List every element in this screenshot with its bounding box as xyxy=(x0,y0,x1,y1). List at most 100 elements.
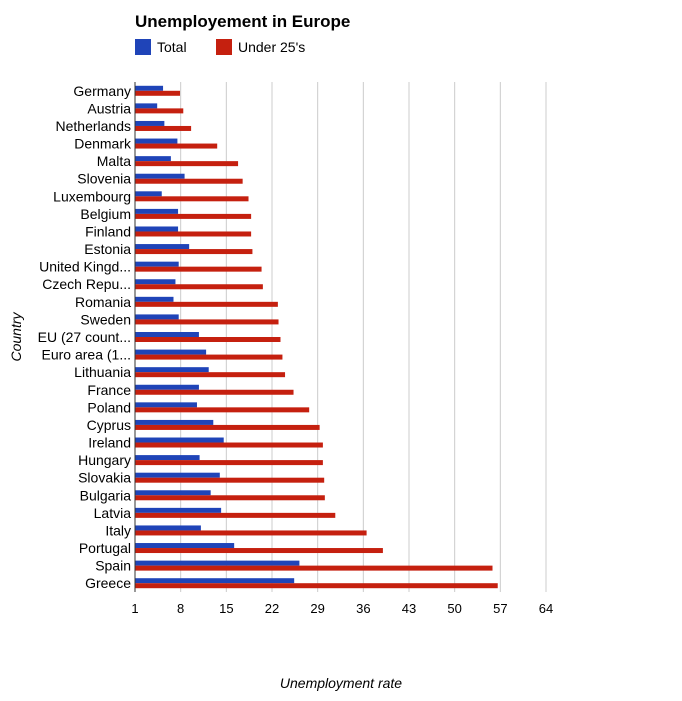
bar-total[interactable] xyxy=(135,472,220,478)
category-label: Estonia xyxy=(84,241,131,257)
bar-total[interactable] xyxy=(135,455,200,461)
x-tick-label: 43 xyxy=(402,601,416,616)
bar-under-25[interactable] xyxy=(135,90,181,96)
bar-under-25[interactable] xyxy=(135,460,323,466)
bar-total[interactable] xyxy=(135,296,174,302)
x-tick-label: 36 xyxy=(356,601,370,616)
bar-under-25[interactable] xyxy=(135,477,325,483)
bar-under-25[interactable] xyxy=(135,424,320,430)
bar-total[interactable] xyxy=(135,560,300,566)
bar-under-25[interactable] xyxy=(135,565,493,571)
bar-under-25[interactable] xyxy=(135,512,336,518)
x-tick-label: 57 xyxy=(493,601,507,616)
bar-total[interactable] xyxy=(135,332,199,337)
bar-total[interactable] xyxy=(135,156,171,162)
x-tick-label: 8 xyxy=(177,601,184,616)
bar-total[interactable] xyxy=(135,103,158,109)
bar-under-25[interactable] xyxy=(135,284,263,290)
bar-under-25[interactable] xyxy=(135,125,192,131)
bar-total[interactable] xyxy=(135,349,207,355)
category-label: Ireland xyxy=(88,435,131,451)
bar-under-25[interactable] xyxy=(135,354,283,360)
bar-under-25[interactable] xyxy=(135,337,281,342)
bar-total[interactable] xyxy=(135,437,224,443)
bar-total[interactable] xyxy=(135,384,199,390)
x-tick-label: 22 xyxy=(265,601,279,616)
bar-under-25[interactable] xyxy=(135,319,279,325)
bar-under-25[interactable] xyxy=(135,495,325,501)
bar-total[interactable] xyxy=(135,191,162,197)
bars xyxy=(135,85,498,589)
bar-total[interactable] xyxy=(135,578,295,584)
category-label: Cyprus xyxy=(87,417,131,433)
category-label: Finland xyxy=(85,223,131,239)
category-label: Greece xyxy=(85,575,131,591)
x-tick-label: 1 xyxy=(131,601,138,616)
bar-under-25[interactable] xyxy=(135,583,498,589)
category-label: Bulgaria xyxy=(80,487,132,503)
bar-under-25[interactable] xyxy=(135,389,294,395)
bar-under-25[interactable] xyxy=(135,178,243,184)
bar-under-25[interactable] xyxy=(135,213,252,219)
bar-total[interactable] xyxy=(135,226,179,232)
x-tick-label: 29 xyxy=(310,601,324,616)
bar-total[interactable] xyxy=(135,314,179,320)
bar-under-25[interactable] xyxy=(135,231,252,237)
category-label: Luxembourg xyxy=(53,188,131,204)
category-label: Denmark xyxy=(74,136,132,152)
bar-under-25[interactable] xyxy=(135,108,184,114)
bar-under-25[interactable] xyxy=(135,407,310,413)
bar-total[interactable] xyxy=(135,85,164,91)
legend-label-under-25: Under 25's xyxy=(238,39,305,55)
category-label: Latvia xyxy=(94,505,132,521)
category-label: Austria xyxy=(87,100,131,116)
bar-under-25[interactable] xyxy=(135,442,323,448)
bar-total[interactable] xyxy=(135,120,165,126)
bar-under-25[interactable] xyxy=(135,196,249,202)
bar-under-25[interactable] xyxy=(135,372,286,378)
bar-under-25[interactable] xyxy=(135,249,253,255)
bar-total[interactable] xyxy=(135,490,211,496)
category-label: Lithuania xyxy=(74,364,131,380)
bar-total[interactable] xyxy=(135,208,179,214)
bar-total[interactable] xyxy=(135,244,190,250)
bar-total[interactable] xyxy=(135,173,185,179)
bar-under-25[interactable] xyxy=(135,530,367,536)
bar-total[interactable] xyxy=(135,507,222,513)
category-label: Netherlands xyxy=(56,118,132,134)
category-label: Spain xyxy=(95,558,131,574)
chart-title: Unemployement in Europe xyxy=(135,12,350,31)
legend-label-total: Total xyxy=(157,39,187,55)
legend-swatch-total xyxy=(135,39,151,55)
bar-total[interactable] xyxy=(135,419,214,425)
category-label: Romania xyxy=(75,294,131,310)
legend-swatch-under-25 xyxy=(216,39,232,55)
bar-under-25[interactable] xyxy=(135,266,262,272)
category-label: Slovakia xyxy=(78,470,131,486)
bar-under-25[interactable] xyxy=(135,161,239,167)
category-label: Sweden xyxy=(80,311,131,327)
bar-total[interactable] xyxy=(135,402,197,408)
category-label: EU (27 count... xyxy=(38,329,131,345)
x-tick-labels: 1 8 15 22 29 36 43 50 57 64 xyxy=(131,601,553,616)
x-tick-label: 50 xyxy=(447,601,461,616)
bar-under-25[interactable] xyxy=(135,548,383,554)
category-label: Poland xyxy=(87,399,131,415)
bar-total[interactable] xyxy=(135,261,179,267)
gridlines xyxy=(180,82,547,592)
category-label: Malta xyxy=(97,153,131,169)
bar-total[interactable] xyxy=(135,525,201,531)
bar-total[interactable] xyxy=(135,367,209,373)
category-label: Czech Repu... xyxy=(42,276,131,292)
legend: Total Under 25's xyxy=(135,39,305,55)
bar-under-25[interactable] xyxy=(135,301,278,307)
bar-under-25[interactable] xyxy=(135,143,218,149)
bar-total[interactable] xyxy=(135,279,176,285)
bar-total[interactable] xyxy=(135,138,178,144)
category-label: Germany xyxy=(73,83,131,99)
category-label: Italy xyxy=(105,522,131,538)
category-label: France xyxy=(87,382,131,398)
bar-total[interactable] xyxy=(135,543,235,549)
